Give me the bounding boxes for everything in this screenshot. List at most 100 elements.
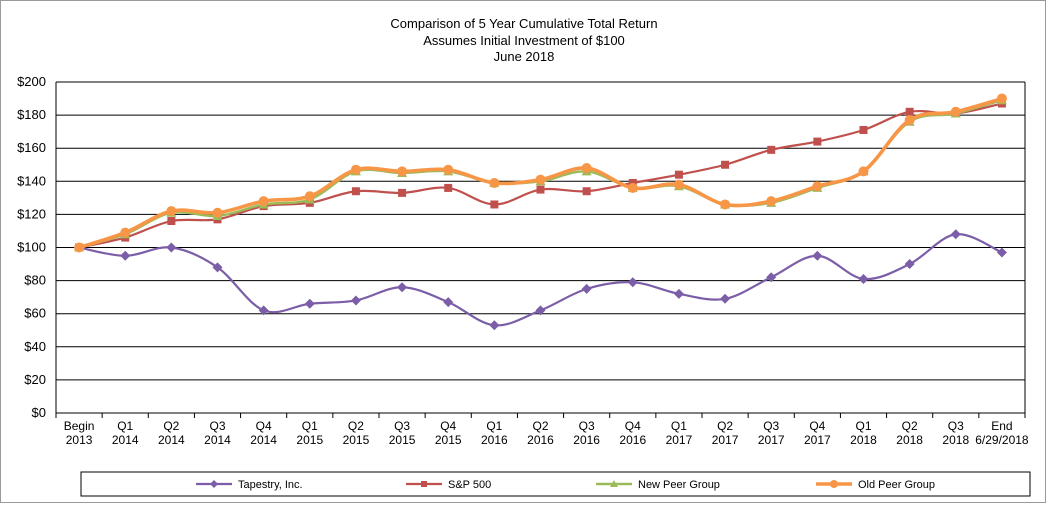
y-tick-label: $160 bbox=[17, 140, 46, 155]
data-point-old-peer-group bbox=[166, 206, 177, 217]
data-point-tapestry-inc bbox=[904, 259, 915, 270]
data-point-tapestry-inc bbox=[258, 305, 269, 316]
data-point-tapestry-inc bbox=[166, 242, 177, 253]
data-point-tapestry-inc bbox=[673, 288, 684, 299]
legend-box bbox=[80, 471, 1031, 497]
data-point-tapestry-inc bbox=[350, 295, 361, 306]
x-tick-label: Q3 2018 bbox=[942, 419, 969, 447]
data-point-old-peer-group bbox=[720, 199, 731, 210]
x-tick-label: Q4 2016 bbox=[619, 419, 646, 447]
y-tick-label: $40 bbox=[24, 339, 46, 354]
x-tick-label: Q2 2016 bbox=[527, 419, 554, 447]
data-point-old-peer-group bbox=[812, 181, 823, 192]
data-point-s-p-500 bbox=[859, 125, 868, 134]
data-point-s-p-500 bbox=[905, 107, 914, 116]
legend-marker-tapestry-inc bbox=[210, 480, 218, 488]
data-point-old-peer-group bbox=[74, 242, 85, 253]
data-point-s-p-500 bbox=[536, 185, 545, 194]
legend-marker-old-peer-group bbox=[830, 480, 838, 488]
x-tick-label: Q1 2016 bbox=[481, 419, 508, 447]
x-tick-label: Q4 2015 bbox=[435, 419, 462, 447]
data-point-tapestry-inc bbox=[627, 277, 638, 288]
y-tick-label: $180 bbox=[17, 107, 46, 122]
data-point-old-peer-group bbox=[443, 164, 454, 175]
chart-title-line-3: June 2018 bbox=[494, 49, 555, 64]
data-point-s-p-500 bbox=[167, 217, 176, 226]
data-point-old-peer-group bbox=[996, 93, 1007, 104]
x-tick-label: Q2 2017 bbox=[712, 419, 739, 447]
data-point-tapestry-inc bbox=[397, 282, 408, 293]
data-point-tapestry-inc bbox=[581, 283, 592, 294]
data-point-old-peer-group bbox=[397, 166, 408, 177]
legend-marker-new-peer-group bbox=[610, 480, 618, 487]
data-point-tapestry-inc bbox=[950, 229, 961, 240]
y-tick-label: $140 bbox=[17, 173, 46, 188]
x-tick-label: Q3 2014 bbox=[204, 419, 231, 447]
legend-label-old-peer-group: Old Peer Group bbox=[858, 479, 935, 491]
data-point-s-p-500 bbox=[767, 145, 776, 154]
data-point-old-peer-group bbox=[212, 207, 223, 218]
y-tick-label: $20 bbox=[24, 372, 46, 387]
data-point-tapestry-inc bbox=[812, 250, 823, 261]
data-point-s-p-500 bbox=[674, 170, 683, 179]
y-tick-label: $200 bbox=[17, 74, 46, 89]
data-point-old-peer-group bbox=[258, 196, 269, 207]
series-old-peer-group bbox=[74, 93, 1007, 253]
data-point-old-peer-group bbox=[350, 164, 361, 175]
data-point-old-peer-group bbox=[627, 182, 638, 193]
data-point-s-p-500 bbox=[721, 160, 730, 169]
data-point-old-peer-group bbox=[489, 177, 500, 188]
series-tapestry-inc bbox=[74, 229, 1007, 331]
data-point-old-peer-group bbox=[950, 106, 961, 117]
y-tick-label: $60 bbox=[24, 306, 46, 321]
data-point-old-peer-group bbox=[904, 115, 915, 126]
data-point-tapestry-inc bbox=[858, 273, 869, 284]
data-point-s-p-500 bbox=[351, 187, 360, 196]
x-tick-label: Q4 2017 bbox=[804, 419, 831, 447]
legend: Tapestry, Inc. S&P 500 New Peer Group Old P… bbox=[80, 471, 1031, 497]
data-point-s-p-500 bbox=[398, 188, 407, 197]
x-tick-label: Q2 2015 bbox=[343, 419, 370, 447]
data-point-old-peer-group bbox=[535, 174, 546, 185]
x-tick-label: Q3 2016 bbox=[573, 419, 600, 447]
data-point-s-p-500 bbox=[582, 187, 591, 196]
chart-title-line-2: Assumes Initial Investment of $100 bbox=[423, 33, 625, 48]
data-point-tapestry-inc bbox=[304, 298, 315, 309]
data-point-tapestry-inc bbox=[489, 320, 500, 331]
data-point-tapestry-inc bbox=[766, 272, 777, 283]
x-tick-label: Q1 2017 bbox=[666, 419, 693, 447]
x-tick-label: Begin 2013 bbox=[64, 419, 95, 447]
x-tick-label: Q2 2014 bbox=[158, 419, 185, 447]
chart-title: Comparison of 5 Year Cumulative Total Re… bbox=[390, 16, 657, 64]
legend-label-s-p-500: S&P 500 bbox=[448, 479, 491, 491]
y-tick-label: $120 bbox=[17, 206, 46, 221]
data-point-s-p-500 bbox=[444, 183, 453, 192]
data-point-tapestry-inc bbox=[535, 305, 546, 316]
data-point-s-p-500 bbox=[490, 200, 499, 209]
data-point-old-peer-group bbox=[673, 179, 684, 190]
data-point-tapestry-inc bbox=[120, 250, 131, 261]
chart-title-line-1: Comparison of 5 Year Cumulative Total Re… bbox=[390, 16, 657, 31]
data-point-tapestry-inc bbox=[996, 247, 1007, 258]
x-tick-label: Q3 2017 bbox=[758, 419, 785, 447]
y-tick-label: $80 bbox=[24, 273, 46, 288]
legend-label-new-peer-group: New Peer Group bbox=[638, 479, 720, 491]
x-tick-label: Q4 2014 bbox=[250, 419, 277, 447]
x-tick-label: Q1 2014 bbox=[112, 419, 139, 447]
x-tick-label: Q3 2015 bbox=[389, 419, 416, 447]
plot-area: $0 $20 $40 $60 $80 $100 $120 $140 $160 $180 $200 Be… bbox=[17, 74, 1029, 447]
data-point-old-peer-group bbox=[120, 227, 131, 238]
legend-label-tapestry-inc: Tapestry, Inc. bbox=[238, 479, 303, 491]
x-tick-label: Q1 2015 bbox=[296, 419, 323, 447]
data-point-tapestry-inc bbox=[443, 297, 454, 308]
y-tick-label: $0 bbox=[32, 405, 46, 420]
data-point-s-p-500 bbox=[813, 137, 822, 146]
data-point-old-peer-group bbox=[766, 196, 777, 207]
data-point-tapestry-inc bbox=[212, 262, 223, 273]
x-tick-label: Q1 2018 bbox=[850, 419, 877, 447]
data-point-old-peer-group bbox=[858, 166, 869, 177]
y-tick-label: $100 bbox=[17, 240, 46, 255]
x-tick-label: Q2 2018 bbox=[896, 419, 923, 447]
